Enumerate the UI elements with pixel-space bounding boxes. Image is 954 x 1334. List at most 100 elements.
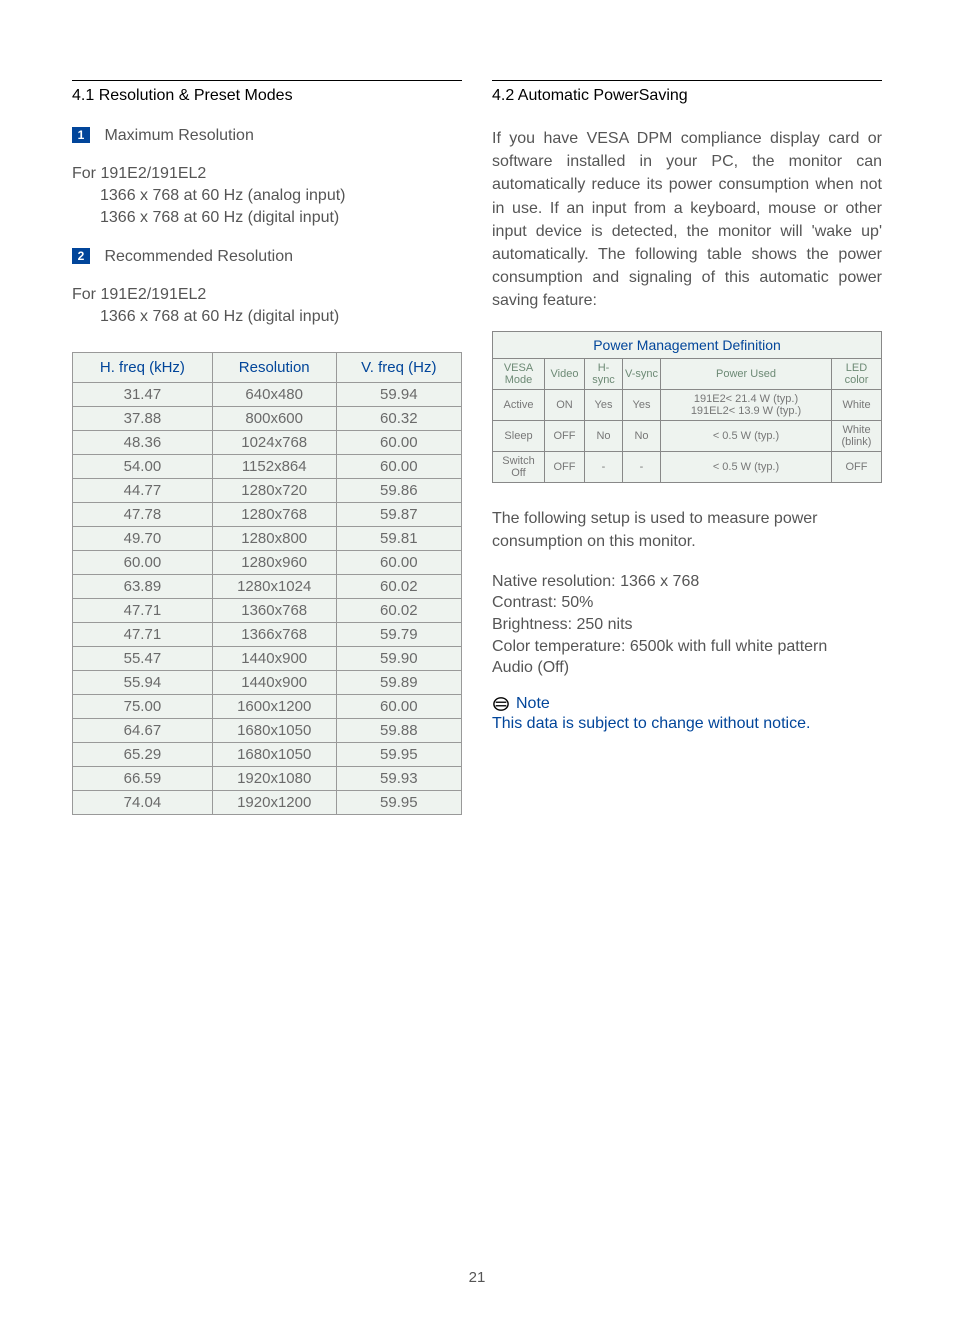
pm-title-row: Power Management Definition [493, 331, 882, 358]
table-row: 63.891280x102460.02 [73, 575, 462, 599]
resolution-table: H. freq (kHz) Resolution V. freq (Hz) 31… [72, 352, 462, 815]
table-row: Switch OffOFF--< 0.5 W (typ.)OFF [493, 451, 882, 482]
power-management-table: Power Management Definition VESA Mode Vi… [492, 331, 882, 483]
note-header: Note [492, 695, 882, 713]
table-cell: 60.00 [336, 455, 461, 479]
table-cell: No [585, 420, 623, 451]
rec-res-digital: 1366 x 768 at 60 Hz (digital input) [72, 306, 462, 328]
intro-paragraph: If you have VESA DPM compliance display … [492, 127, 882, 313]
table-cell: 59.89 [336, 671, 461, 695]
table-cell: 48.36 [73, 431, 213, 455]
table-cell: 1280x1024 [212, 575, 336, 599]
table-cell: 59.95 [336, 791, 461, 815]
spec-line: Audio (Off) [492, 657, 882, 679]
table-cell: 59.87 [336, 503, 461, 527]
table-row: 31.47640x48059.94 [73, 383, 462, 407]
table-row: 37.88800x60060.32 [73, 407, 462, 431]
pm-th-power: Power Used [661, 358, 832, 389]
specs-block: Native resolution: 1366 x 768Contrast: 5… [492, 571, 882, 679]
table-cell: 75.00 [73, 695, 213, 719]
table-cell: 60.00 [73, 551, 213, 575]
table-cell: Sleep [493, 420, 545, 451]
table-cell: 37.88 [73, 407, 213, 431]
spec-line: Native resolution: 1366 x 768 [492, 571, 882, 593]
table-row: 60.001280x96060.00 [73, 551, 462, 575]
max-resolution-label: Maximum Resolution [104, 127, 253, 144]
recommended-resolution-line: 2 Recommended Resolution [72, 248, 462, 266]
measure-intro: The following setup is used to measure p… [492, 507, 882, 553]
table-cell: 59.88 [336, 719, 461, 743]
table-cell: No [623, 420, 661, 451]
section-rule [492, 80, 882, 81]
table-row: 74.041920x120059.95 [73, 791, 462, 815]
table-row: 64.671680x105059.88 [73, 719, 462, 743]
table-cell: 59.93 [336, 767, 461, 791]
pm-th-video: Video [545, 358, 585, 389]
table-cell: 1440x900 [212, 647, 336, 671]
table-cell: 66.59 [73, 767, 213, 791]
table-cell: Switch Off [493, 451, 545, 482]
table-cell: Active [493, 389, 545, 420]
table-cell: 1360x768 [212, 599, 336, 623]
recommended-resolution-label: Recommended Resolution [104, 248, 293, 265]
table-cell: 63.89 [73, 575, 213, 599]
table-cell: 47.78 [73, 503, 213, 527]
section-rule [72, 80, 462, 81]
th-res: Resolution [212, 353, 336, 383]
table-row: 44.771280x72059.86 [73, 479, 462, 503]
table-cell: ON [545, 389, 585, 420]
table-cell: 31.47 [73, 383, 213, 407]
num-box-1: 1 [72, 127, 90, 143]
table-row: 49.701280x80059.81 [73, 527, 462, 551]
table-cell: 44.77 [73, 479, 213, 503]
table-row: 55.941440x90059.89 [73, 671, 462, 695]
table-cell: 64.67 [73, 719, 213, 743]
table-cell: OFF [832, 451, 882, 482]
table-cell: OFF [545, 420, 585, 451]
table-cell: 54.00 [73, 455, 213, 479]
table-cell: < 0.5 W (typ.) [661, 420, 832, 451]
left-column: 4.1 Resolution & Preset Modes 1 Maximum … [72, 80, 462, 815]
max-res-digital: 1366 x 768 at 60 Hz (digital input) [72, 207, 462, 229]
table-cell: 59.79 [336, 623, 461, 647]
th-hfreq: H. freq (kHz) [73, 353, 213, 383]
table-row: 47.711360x76860.02 [73, 599, 462, 623]
table-cell: 55.47 [73, 647, 213, 671]
model-line-1: For 191E2/191EL2 [72, 165, 462, 183]
table-cell: 1366x768 [212, 623, 336, 647]
table-cell: 60.32 [336, 407, 461, 431]
table-cell: 59.81 [336, 527, 461, 551]
spec-line: Brightness: 250 nits [492, 614, 882, 636]
table-cell: 1280x960 [212, 551, 336, 575]
table-row: 75.001600x120060.00 [73, 695, 462, 719]
section-title-right: 4.2 Automatic PowerSaving [492, 87, 882, 105]
th-vfreq: V. freq (Hz) [336, 353, 461, 383]
table-header-row: H. freq (kHz) Resolution V. freq (Hz) [73, 353, 462, 383]
spec-line: Color temperature: 6500k with full white… [492, 636, 882, 658]
table-cell: 1600x1200 [212, 695, 336, 719]
table-cell: 1152x864 [212, 455, 336, 479]
table-cell: 800x600 [212, 407, 336, 431]
table-cell: OFF [545, 451, 585, 482]
note-text: This data is subject to change without n… [492, 715, 882, 733]
pm-title: Power Management Definition [493, 331, 882, 358]
table-cell: 47.71 [73, 599, 213, 623]
table-cell: 49.70 [73, 527, 213, 551]
table-cell: 59.95 [336, 743, 461, 767]
table-cell: 60.00 [336, 431, 461, 455]
pm-th-vsync: V-sync [623, 358, 661, 389]
table-cell: 1024x768 [212, 431, 336, 455]
table-cell: 1680x1050 [212, 743, 336, 767]
table-cell: 55.94 [73, 671, 213, 695]
table-cell: 60.00 [336, 551, 461, 575]
table-cell: 60.02 [336, 575, 461, 599]
page-number: 21 [0, 1269, 954, 1286]
table-cell: 60.02 [336, 599, 461, 623]
table-row: 65.291680x105059.95 [73, 743, 462, 767]
table-cell: 59.94 [336, 383, 461, 407]
table-cell: Yes [585, 389, 623, 420]
table-cell: 47.71 [73, 623, 213, 647]
table-row: SleepOFFNoNo< 0.5 W (typ.)White (blink) [493, 420, 882, 451]
table-cell: 60.00 [336, 695, 461, 719]
pm-th-mode: VESA Mode [493, 358, 545, 389]
